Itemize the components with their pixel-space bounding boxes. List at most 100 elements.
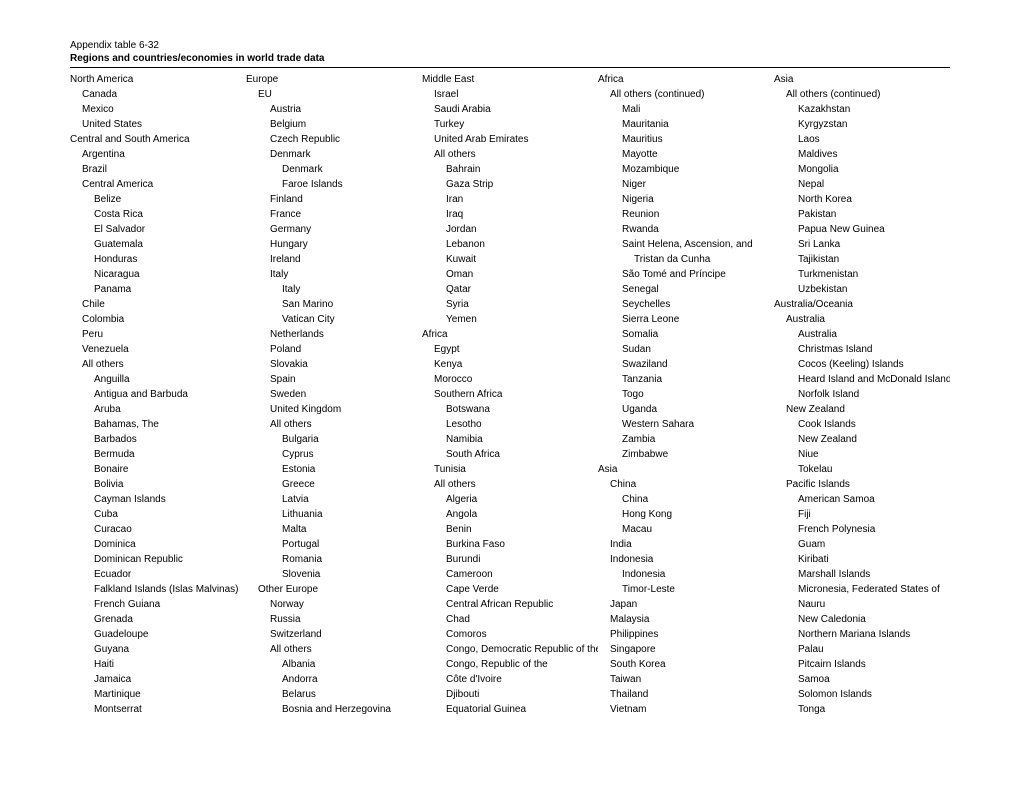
list-item: Swaziland xyxy=(598,357,774,372)
list-item: Tajikistan xyxy=(774,252,950,267)
list-item: Cameroon xyxy=(422,567,598,582)
columns-container: North AmericaCanadaMexicoUnited StatesCe… xyxy=(70,72,950,717)
list-item: Fiji xyxy=(774,507,950,522)
list-item: Macau xyxy=(598,522,774,537)
list-item: Central and South America xyxy=(70,132,246,147)
list-item: Mozambique xyxy=(598,162,774,177)
list-item: Nicaragua xyxy=(70,267,246,282)
list-item: New Caledonia xyxy=(774,612,950,627)
list-item: Albania xyxy=(246,657,422,672)
list-item: Spain xyxy=(246,372,422,387)
list-item: South Africa xyxy=(422,447,598,462)
list-item: Martinique xyxy=(70,687,246,702)
list-item: Jordan xyxy=(422,222,598,237)
list-item: Guadeloupe xyxy=(70,627,246,642)
list-item: Denmark xyxy=(246,147,422,162)
list-item: Tunisia xyxy=(422,462,598,477)
list-item: Somalia xyxy=(598,327,774,342)
list-item: Malaysia xyxy=(598,612,774,627)
list-item: All others xyxy=(422,477,598,492)
list-item: Bolivia xyxy=(70,477,246,492)
list-item: New Zealand xyxy=(774,402,950,417)
list-item: Pacific Islands xyxy=(774,477,950,492)
list-item: Yemen xyxy=(422,312,598,327)
list-item: Hungary xyxy=(246,237,422,252)
list-item: Indonesia xyxy=(598,552,774,567)
list-item: All others xyxy=(246,417,422,432)
list-item: Botswana xyxy=(422,402,598,417)
list-item: Tristan da Cunha xyxy=(598,252,774,267)
list-item: Christmas Island xyxy=(774,342,950,357)
list-item: Chad xyxy=(422,612,598,627)
list-item: China xyxy=(598,492,774,507)
list-item: North America xyxy=(70,72,246,87)
list-item: Denmark xyxy=(246,162,422,177)
list-item: Chile xyxy=(70,297,246,312)
list-item: United Kingdom xyxy=(246,402,422,417)
list-item: Argentina xyxy=(70,147,246,162)
list-item: EU xyxy=(246,87,422,102)
list-item: São Tomé and Príncipe xyxy=(598,267,774,282)
list-item: Pakistan xyxy=(774,207,950,222)
list-item: Costa Rica xyxy=(70,207,246,222)
list-item: Sri Lanka xyxy=(774,237,950,252)
list-item: Lithuania xyxy=(246,507,422,522)
list-item: Niger xyxy=(598,177,774,192)
list-item: Aruba xyxy=(70,402,246,417)
list-item: Togo xyxy=(598,387,774,402)
list-item: Poland xyxy=(246,342,422,357)
list-item: Southern Africa xyxy=(422,387,598,402)
list-item: Falkland Islands (Islas Malvinas) xyxy=(70,582,246,597)
list-item: Honduras xyxy=(70,252,246,267)
list-item: Barbados xyxy=(70,432,246,447)
column-0: North AmericaCanadaMexicoUnited StatesCe… xyxy=(70,72,246,717)
list-item: Japan xyxy=(598,597,774,612)
list-item: Vietnam xyxy=(598,702,774,717)
list-item: Sweden xyxy=(246,387,422,402)
list-item: Namibia xyxy=(422,432,598,447)
list-item: Africa xyxy=(422,327,598,342)
list-item: Dominica xyxy=(70,537,246,552)
list-item: Bulgaria xyxy=(246,432,422,447)
list-item: Central America xyxy=(70,177,246,192)
list-item: Portugal xyxy=(246,537,422,552)
list-item: Mongolia xyxy=(774,162,950,177)
list-item: Zimbabwe xyxy=(598,447,774,462)
list-item: North Korea xyxy=(774,192,950,207)
list-item: Anguilla xyxy=(70,372,246,387)
list-item: Panama xyxy=(70,282,246,297)
list-item: India xyxy=(598,537,774,552)
list-item: Romania xyxy=(246,552,422,567)
list-item: Côte d'Ivoire xyxy=(422,672,598,687)
list-item: Italy xyxy=(246,282,422,297)
column-4: AsiaAll others (continued)KazakhstanKyrg… xyxy=(774,72,950,717)
list-item: Timor-Leste xyxy=(598,582,774,597)
list-item: Uzbekistan xyxy=(774,282,950,297)
list-item: Tonga xyxy=(774,702,950,717)
list-item: Burundi xyxy=(422,552,598,567)
list-item: Bahamas, The xyxy=(70,417,246,432)
list-item: Western Sahara xyxy=(598,417,774,432)
list-item: China xyxy=(598,477,774,492)
list-item: Syria xyxy=(422,297,598,312)
list-item: Bonaire xyxy=(70,462,246,477)
list-item: Sierra Leone xyxy=(598,312,774,327)
column-2: Middle EastIsraelSaudi ArabiaTurkeyUnite… xyxy=(422,72,598,717)
list-item: Seychelles xyxy=(598,297,774,312)
list-item: Norway xyxy=(246,597,422,612)
list-item: Mali xyxy=(598,102,774,117)
list-item: Congo, Republic of the xyxy=(422,657,598,672)
list-item: Vatican City xyxy=(246,312,422,327)
list-item: Russia xyxy=(246,612,422,627)
list-item: Saudi Arabia xyxy=(422,102,598,117)
list-item: Cayman Islands xyxy=(70,492,246,507)
list-item: Senegal xyxy=(598,282,774,297)
list-item: Faroe Islands xyxy=(246,177,422,192)
list-item: Jamaica xyxy=(70,672,246,687)
list-item: Hong Kong xyxy=(598,507,774,522)
list-item: Gaza Strip xyxy=(422,177,598,192)
list-item: Northern Mariana Islands xyxy=(774,627,950,642)
list-item: Singapore xyxy=(598,642,774,657)
list-item: Europe xyxy=(246,72,422,87)
list-item: Bermuda xyxy=(70,447,246,462)
